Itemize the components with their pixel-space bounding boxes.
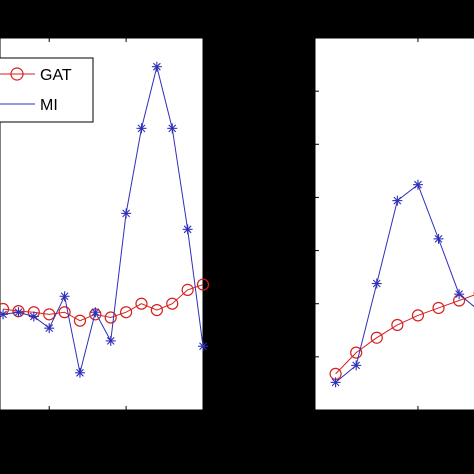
legend-label-mi: MI (40, 97, 58, 114)
data-point-mi (392, 195, 403, 206)
data-point-gat (411, 309, 425, 322)
data-point-mi (0, 309, 9, 320)
data-point-gat (432, 301, 445, 315)
data-point-mi (412, 179, 423, 190)
data-point-mi (151, 61, 162, 72)
y-tick-label: 0.25 (281, 136, 308, 152)
data-point-mi (330, 377, 341, 388)
y-tick-label: 0.35 (281, 30, 308, 46)
y-tick-label: 0 (300, 402, 308, 418)
right-panel: 0 5 0 0.05 0.1 0.15 0.2 0.25 0.3 0.35 Time (281, 30, 474, 466)
data-point-gat (104, 311, 117, 324)
data-point-gat (43, 308, 56, 321)
series-line-gat (3, 284, 204, 322)
data-point-mi (454, 289, 465, 300)
y-tick-label: 0.1 (289, 296, 309, 312)
data-point-gat (120, 306, 133, 319)
data-point-mi (167, 123, 178, 134)
legend-label-gat: GAT (40, 67, 72, 84)
left-panel: 10 15 20 GAT MI esteps(/h) (0, 37, 211, 466)
x-tick-label: 5 (414, 422, 422, 438)
data-point-mi (121, 208, 132, 219)
y-tick-label: 0.3 (289, 83, 309, 99)
data-point-mi (105, 335, 116, 346)
data-point-gat (166, 297, 179, 310)
data-point-gat (58, 306, 71, 319)
right-x-axis-label: Time (420, 449, 455, 466)
data-point-mi (59, 291, 70, 302)
data-point-gat (135, 297, 148, 310)
data-point-mi (13, 307, 24, 318)
legend-gat-marker (10, 67, 24, 81)
series-line-mi (335, 183, 474, 383)
x-tick-label: 15 (118, 422, 134, 438)
data-point-gat (150, 303, 163, 317)
legend-entry-mi: MI (0, 97, 58, 114)
data-point-gat (350, 346, 363, 359)
y-tick-label: 0.15 (281, 243, 308, 259)
x-tick-label: 0 (311, 422, 319, 438)
data-point-mi (74, 367, 85, 378)
left-x-axis-label: esteps(/h) (0, 449, 69, 466)
data-point-mi (28, 311, 39, 322)
legend: GAT MI (0, 57, 94, 123)
data-point-gat (73, 314, 87, 327)
data-point-mi (90, 307, 101, 318)
data-point-mi (371, 278, 382, 289)
data-point-mi (182, 224, 193, 235)
data-point-mi (351, 360, 362, 371)
data-point-mi (198, 341, 208, 352)
data-point-gat (181, 283, 194, 296)
data-point-gat (370, 331, 383, 344)
y-tick-label: 0.05 (281, 349, 308, 365)
data-point-mi (136, 123, 147, 134)
data-point-gat (391, 318, 404, 332)
right-plot-area (314, 37, 474, 411)
data-point-mi (433, 233, 444, 244)
y-tick-label: 0.2 (289, 189, 309, 205)
data-point-gat (196, 278, 210, 291)
x-tick-label: 10 (41, 422, 57, 438)
legend-entry-gat: GAT (0, 67, 72, 84)
data-point-mi (44, 323, 55, 334)
x-tick-label: 20 (195, 422, 211, 438)
